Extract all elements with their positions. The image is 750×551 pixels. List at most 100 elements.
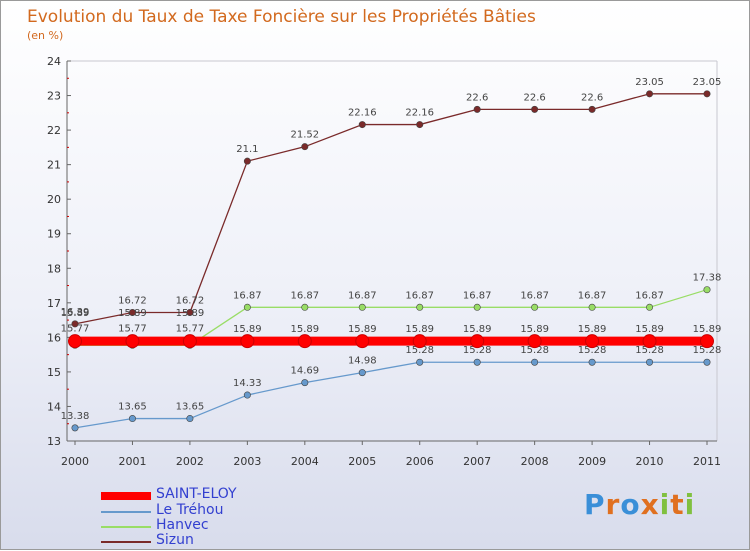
data-point-sizun: [243, 157, 251, 165]
data-label-le-trehou: 15.28: [693, 345, 722, 356]
data-point-le-trehou: [531, 358, 539, 366]
y-tick-label: 22: [47, 124, 61, 137]
data-point-le-trehou: [588, 358, 596, 366]
data-point-hanvec: [301, 303, 309, 311]
data-label-sizun: 21.1: [236, 144, 258, 155]
data-label-hanvec: 16.87: [520, 290, 549, 301]
data-point-hanvec: [588, 303, 596, 311]
data-point-le-trehou: [703, 358, 711, 366]
data-point-sizun: [71, 320, 79, 328]
data-point-le-trehou: [128, 415, 136, 423]
legend-label-le-trehou: Le Tréhou: [156, 502, 224, 518]
y-tick-label: 13: [47, 435, 61, 448]
series-line-le-trehou: [74, 361, 707, 429]
data-point-sizun: [186, 308, 194, 316]
proxiti-logo: Proxiti: [584, 488, 696, 521]
data-point-le-trehou: [416, 358, 424, 366]
data-label-hanvec: 16.87: [348, 290, 377, 301]
data-label-hanvec: 16.87: [405, 290, 434, 301]
data-point-le-trehou: [186, 415, 194, 423]
data-point-le-trehou: [358, 369, 366, 377]
data-point-sizun: [531, 105, 539, 113]
x-tick-label: 2004: [291, 455, 319, 468]
data-label-le-trehou: 13.65: [176, 402, 205, 413]
data-label-sizun: 21.52: [290, 130, 319, 141]
y-tick-label: 14: [47, 400, 61, 413]
data-label-le-trehou: 14.98: [348, 356, 377, 367]
x-tick-label: 2002: [176, 455, 204, 468]
data-label-saint-eloy: 15.89: [693, 324, 722, 335]
data-point-le-trehou: [473, 358, 481, 366]
data-label-saint-eloy: 15.89: [405, 324, 434, 335]
data-point-sizun: [588, 105, 596, 113]
data-label-hanvec: 15.77: [118, 323, 147, 334]
data-point-saint-eloy: [470, 334, 485, 349]
data-point-sizun: [416, 121, 424, 129]
legend-swatch-hanvec: [101, 526, 151, 528]
data-label-sizun: 22.16: [405, 108, 434, 119]
data-point-le-trehou: [71, 424, 79, 432]
data-point-sizun: [473, 105, 481, 113]
legend-label-sizun: Sizun: [156, 532, 194, 548]
data-label-le-trehou: 15.28: [578, 345, 607, 356]
y-tick-label: 21: [47, 159, 61, 172]
data-label-le-trehou: 14.33: [233, 378, 262, 389]
data-point-saint-eloy: [125, 334, 140, 349]
data-point-saint-eloy: [297, 334, 312, 349]
data-label-le-trehou: 14.69: [290, 366, 319, 377]
data-label-sizun: 16.39: [61, 307, 90, 318]
data-point-sizun: [128, 308, 136, 316]
x-tick-label: 2007: [463, 455, 491, 468]
legend-swatch-saint-eloy: [101, 492, 151, 500]
data-point-hanvec: [358, 303, 366, 311]
chart-title: Evolution du Taux de Taxe Foncière sur l…: [27, 7, 536, 27]
data-point-saint-eloy: [642, 334, 657, 349]
data-point-le-trehou: [301, 379, 309, 387]
data-point-saint-eloy: [585, 334, 600, 349]
data-label-saint-eloy: 15.89: [176, 308, 205, 319]
data-point-sizun: [301, 143, 309, 151]
data-point-saint-eloy: [182, 334, 197, 349]
data-point-sizun: [358, 121, 366, 129]
x-tick-label: 2011: [693, 455, 721, 468]
x-tick-label: 2000: [61, 455, 89, 468]
x-tick-label: 2001: [118, 455, 146, 468]
legend-label-saint-eloy: SAINT-ELOY: [156, 486, 237, 502]
data-point-hanvec: [416, 303, 424, 311]
data-label-le-trehou: 15.28: [463, 345, 492, 356]
data-label-le-trehou: 15.28: [635, 345, 664, 356]
series-line-sizun: [74, 93, 707, 325]
data-label-hanvec: 16.87: [578, 290, 607, 301]
data-point-hanvec: [243, 303, 251, 311]
data-label-le-trehou: 13.38: [61, 411, 90, 422]
data-label-hanvec: 16.87: [463, 290, 492, 301]
x-tick-label: 2003: [233, 455, 261, 468]
y-tick-label: 16: [47, 331, 61, 344]
data-label-saint-eloy: 15.89: [520, 324, 549, 335]
data-point-saint-eloy: [527, 334, 542, 349]
data-label-sizun: 22.6: [524, 92, 546, 103]
data-label-hanvec: 16.87: [290, 290, 319, 301]
x-tick-label: 2008: [521, 455, 549, 468]
data-label-saint-eloy: 15.89: [118, 308, 147, 319]
data-label-saint-eloy: 15.89: [635, 324, 664, 335]
y-tick-label: 20: [47, 193, 61, 206]
data-label-le-trehou: 13.65: [118, 402, 147, 413]
data-point-le-trehou: [243, 391, 251, 399]
data-label-sizun: 16.72: [118, 295, 147, 306]
data-point-hanvec: [531, 303, 539, 311]
data-label-hanvec: 15.77: [176, 323, 205, 334]
data-label-hanvec: 16.87: [635, 290, 664, 301]
y-tick-label: 23: [47, 90, 61, 103]
legend-swatch-le-trehou: [101, 511, 151, 513]
data-label-sizun: 22.6: [466, 92, 488, 103]
chart-unit: (en %): [27, 29, 64, 42]
data-point-saint-eloy: [412, 334, 427, 349]
data-label-sizun: 23.05: [693, 77, 722, 88]
legend-label-hanvec: Hanvec: [156, 517, 209, 533]
data-label-saint-eloy: 15.89: [61, 308, 90, 319]
data-label-saint-eloy: 15.89: [233, 324, 262, 335]
y-tick-label: 18: [47, 262, 61, 275]
